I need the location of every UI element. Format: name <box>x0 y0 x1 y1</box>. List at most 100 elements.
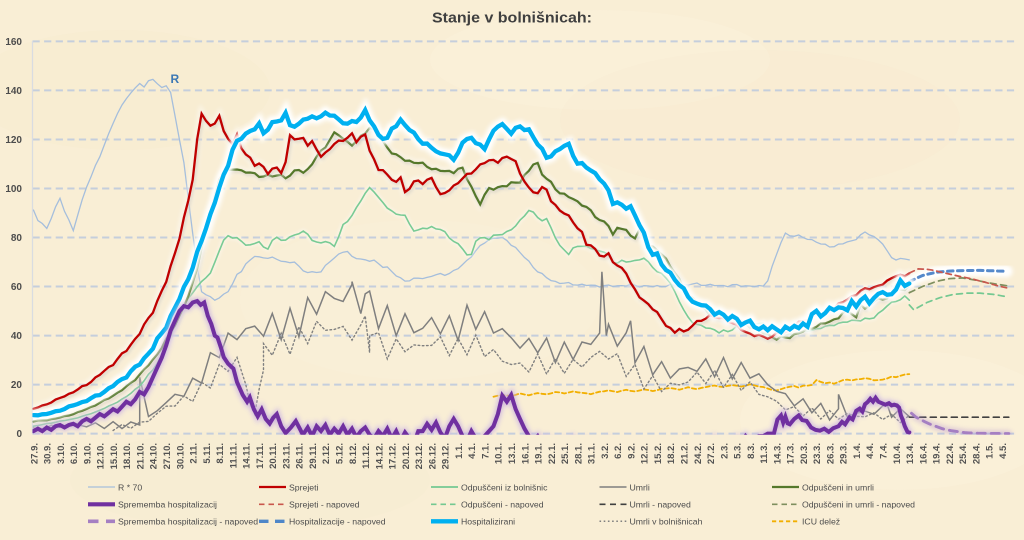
svg-text:18.10.: 18.10. <box>122 443 133 469</box>
svg-text:2.12.: 2.12. <box>321 443 332 464</box>
svg-text:4.5.: 4.5. <box>998 443 1009 459</box>
svg-text:Umrli v bolnišnicah: Umrli v bolnišnicah <box>630 517 703 527</box>
svg-text:5.12.: 5.12. <box>335 443 346 464</box>
svg-text:Sprememba hospitalizacij - nap: Sprememba hospitalizacij - napoved <box>118 517 258 527</box>
svg-text:29.3.: 29.3. <box>839 443 850 464</box>
svg-text:19.4.: 19.4. <box>932 443 943 464</box>
svg-text:R * 70: R * 70 <box>118 482 142 492</box>
svg-text:6.10.: 6.10. <box>69 443 80 464</box>
svg-text:5.3.: 5.3. <box>733 443 744 459</box>
svg-text:14.11.: 14.11. <box>242 443 253 469</box>
svg-text:8.12.: 8.12. <box>348 443 359 464</box>
svg-text:25.1.: 25.1. <box>560 443 571 464</box>
svg-text:Umrli: Umrli <box>630 482 650 492</box>
svg-text:26.11.: 26.11. <box>295 443 306 469</box>
svg-text:21.10.: 21.10. <box>136 443 147 469</box>
svg-text:30.10.: 30.10. <box>175 443 186 469</box>
svg-text:14.12.: 14.12. <box>374 443 385 469</box>
svg-text:12.2.: 12.2. <box>640 443 651 464</box>
svg-text:Sprejeti - napoved: Sprejeti - napoved <box>289 500 360 510</box>
svg-text:R: R <box>171 72 180 86</box>
svg-text:28.1.: 28.1. <box>573 443 584 464</box>
svg-text:8.3.: 8.3. <box>746 443 757 459</box>
svg-text:23.11.: 23.11. <box>281 443 292 469</box>
svg-text:22.4.: 22.4. <box>945 443 956 464</box>
svg-text:30.9.: 30.9. <box>43 443 54 464</box>
svg-text:11.11.: 11.11. <box>228 443 239 468</box>
svg-text:80: 80 <box>11 233 23 244</box>
svg-text:24.10.: 24.10. <box>149 443 160 469</box>
svg-text:27.9.: 27.9. <box>29 443 40 464</box>
svg-text:16.4.: 16.4. <box>918 443 929 464</box>
svg-text:8.11.: 8.11. <box>215 443 226 464</box>
svg-text:13.1.: 13.1. <box>507 443 518 464</box>
svg-text:23.3.: 23.3. <box>812 443 823 464</box>
svg-text:20.3.: 20.3. <box>799 443 810 464</box>
svg-text:Sprejeti: Sprejeti <box>289 482 319 492</box>
svg-text:23.12.: 23.12. <box>414 443 425 469</box>
svg-text:28.4.: 28.4. <box>971 443 982 464</box>
svg-text:160: 160 <box>5 37 22 48</box>
svg-text:Hospitalizacije - napoved: Hospitalizacije - napoved <box>289 517 386 527</box>
svg-text:9.2.: 9.2. <box>626 443 637 459</box>
svg-text:15.2.: 15.2. <box>653 443 664 464</box>
svg-text:19.1.: 19.1. <box>534 443 545 464</box>
svg-text:22.1.: 22.1. <box>547 443 558 464</box>
svg-text:18.2.: 18.2. <box>666 443 677 464</box>
svg-text:29.11.: 29.11. <box>308 443 319 469</box>
svg-text:10.4.: 10.4. <box>892 443 903 464</box>
svg-text:2.11.: 2.11. <box>189 443 200 464</box>
svg-text:12.10.: 12.10. <box>96 443 107 469</box>
svg-text:6.2.: 6.2. <box>613 443 624 459</box>
svg-text:21.2.: 21.2. <box>680 443 691 464</box>
svg-text:20.11.: 20.11. <box>268 443 279 469</box>
svg-text:10.1.: 10.1. <box>494 443 505 464</box>
svg-text:29.12.: 29.12. <box>441 443 452 469</box>
svg-text:9.10.: 9.10. <box>82 443 93 464</box>
svg-text:7.1.: 7.1. <box>480 443 491 459</box>
svg-text:31.1.: 31.1. <box>587 443 598 464</box>
svg-text:3.2.: 3.2. <box>600 443 611 459</box>
svg-text:Odpuščeni in umrli: Odpuščeni in umrli <box>802 482 874 492</box>
svg-text:Stanje v bolnišnicah:: Stanje v bolnišnicah: <box>432 11 592 27</box>
svg-text:Hospitalizirani: Hospitalizirani <box>461 517 515 527</box>
svg-text:20.12.: 20.12. <box>401 443 412 469</box>
svg-text:5.11.: 5.11. <box>202 443 213 464</box>
svg-text:11.3.: 11.3. <box>759 443 770 464</box>
svg-text:140: 140 <box>5 86 22 97</box>
svg-text:24.2.: 24.2. <box>693 443 704 464</box>
svg-text:1.5.: 1.5. <box>985 443 996 459</box>
svg-text:14.3.: 14.3. <box>772 443 783 464</box>
svg-text:4.4.: 4.4. <box>865 443 876 459</box>
svg-text:26.3.: 26.3. <box>825 443 836 464</box>
svg-text:15.10.: 15.10. <box>109 443 120 469</box>
svg-text:1.4.: 1.4. <box>852 443 863 459</box>
svg-text:13.4.: 13.4. <box>905 443 916 464</box>
svg-text:Odpuščeni in umrli - napoved: Odpuščeni in umrli - napoved <box>802 500 915 510</box>
svg-text:Umrli - napoved: Umrli - napoved <box>630 500 691 510</box>
svg-text:100: 100 <box>5 184 22 195</box>
svg-text:0: 0 <box>16 429 22 440</box>
svg-text:26.12.: 26.12. <box>427 443 438 469</box>
svg-text:17.12.: 17.12. <box>388 443 399 469</box>
svg-text:3.10.: 3.10. <box>56 443 67 464</box>
svg-text:40: 40 <box>11 331 23 342</box>
svg-text:16.1.: 16.1. <box>520 443 531 464</box>
svg-text:120: 120 <box>5 135 22 146</box>
svg-text:Odpuščeni - napoved: Odpuščeni - napoved <box>461 500 544 510</box>
svg-text:Odpuščeni iz bolnišnic: Odpuščeni iz bolnišnic <box>461 482 548 492</box>
svg-text:11.12.: 11.12. <box>361 443 372 469</box>
svg-text:ICU delež: ICU delež <box>802 517 840 527</box>
svg-text:17.11.: 17.11. <box>255 443 266 469</box>
svg-text:60: 60 <box>11 282 23 293</box>
svg-text:17.3.: 17.3. <box>786 443 797 464</box>
svg-text:25.4.: 25.4. <box>958 443 969 464</box>
svg-text:20: 20 <box>11 380 23 391</box>
svg-text:Sprememba hospitalizacij: Sprememba hospitalizacij <box>118 500 217 510</box>
svg-text:27.2.: 27.2. <box>706 443 717 464</box>
svg-text:2.3.: 2.3. <box>719 443 730 459</box>
svg-text:1.1.: 1.1. <box>454 443 465 459</box>
svg-text:4.1.: 4.1. <box>467 443 478 459</box>
svg-text:7.4.: 7.4. <box>879 443 890 459</box>
svg-text:27.10.: 27.10. <box>162 443 173 469</box>
